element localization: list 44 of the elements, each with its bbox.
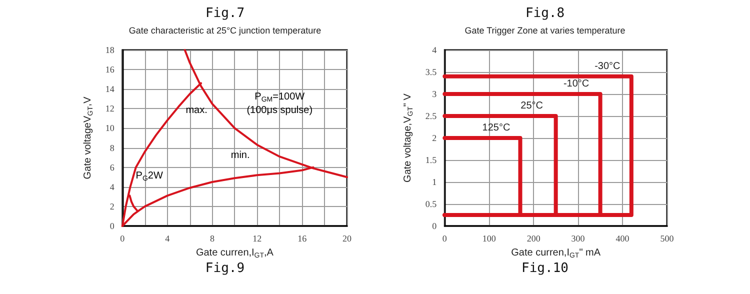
x-tick-label: 4	[165, 234, 170, 244]
annotation: min.	[230, 150, 250, 162]
y-tick-label: 12	[105, 104, 114, 114]
y-tick-label: 2.5	[425, 111, 438, 121]
y-tick-label: 0	[110, 221, 115, 231]
y-tick-label: 4	[432, 45, 438, 55]
series-label: -30°C	[594, 60, 620, 72]
y-tick-label: 1	[432, 177, 437, 187]
chart-title: Fig.8	[525, 6, 565, 21]
annotation: max.	[186, 105, 208, 116]
y-tick-label: 0.5	[425, 199, 438, 209]
y-tick-label: 2	[110, 201, 114, 212]
y-tick-label: 2	[432, 133, 437, 143]
series-label: -10°C	[563, 78, 590, 90]
y-tick-label: 6	[110, 162, 115, 172]
x-tick-label: 12	[252, 234, 262, 244]
x-tick-label: 0	[120, 234, 126, 244]
caption: Fig.9	[205, 261, 245, 276]
x-tick-label: 16	[298, 234, 308, 244]
y-tick-label: 8	[110, 142, 115, 153]
chart-subtitle: Gate Trigger Zone at varies temperature	[464, 26, 626, 36]
chart-title: Fig.7	[205, 6, 245, 21]
y-tick-label: 3.5	[425, 67, 438, 77]
x-tick-label: 0	[442, 234, 448, 244]
x-tick-label: 8	[210, 234, 215, 244]
x-tick-label: 200	[526, 234, 541, 244]
y-tick-label: 0	[432, 221, 438, 231]
y-tick-label: 10	[105, 123, 115, 134]
chart-subtitle: Gate characteristic at 25°C junction temperature	[128, 26, 322, 36]
y-tick-label: 14	[105, 84, 115, 94]
caption: Fig.10	[522, 261, 568, 276]
series-label: 125°C	[482, 122, 510, 134]
y-tick-label: 4	[110, 182, 115, 192]
y-tick-label: 3	[432, 89, 438, 99]
series-label: 25°C	[520, 100, 543, 112]
annotation: (100μs spulse)	[246, 105, 313, 116]
y-tick-label: 16	[105, 64, 115, 75]
x-tick-label: 500	[660, 234, 674, 244]
y-tick-label: 1.5	[425, 155, 438, 165]
x-tick-label: 400	[616, 234, 630, 244]
x-tick-label: 300	[571, 234, 586, 244]
y-tick-label: 18	[105, 45, 115, 55]
x-tick-label: 100	[482, 234, 496, 244]
x-tick-label: 20	[342, 234, 352, 244]
